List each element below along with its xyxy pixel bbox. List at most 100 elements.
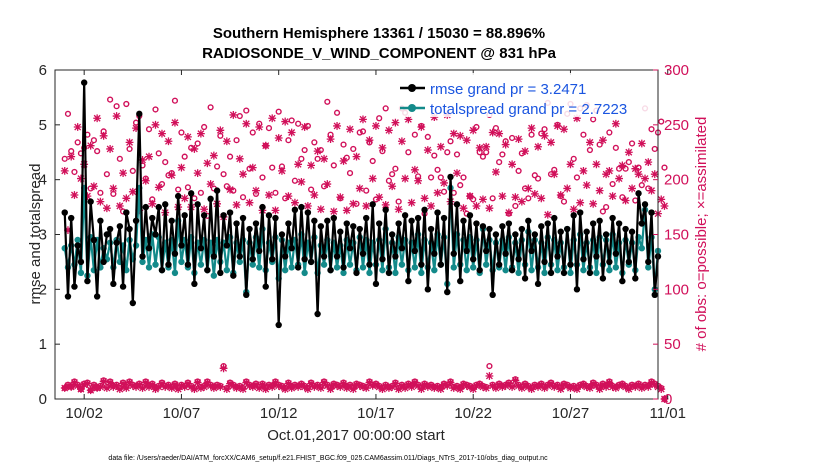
y-tick-label-right: 150	[664, 227, 689, 244]
rmse-point	[291, 206, 299, 214]
obs-assimilated-marker	[70, 378, 79, 387]
obs-assimilated-marker	[339, 379, 348, 388]
obs-assimilated-marker	[239, 170, 247, 179]
obs-assimilated-marker	[242, 378, 251, 387]
obs-possible-marker	[71, 168, 78, 176]
obs-possible-marker	[343, 154, 350, 161]
obs-assimilated-marker	[281, 385, 290, 394]
rmse-point	[395, 220, 402, 227]
totalspread-point	[197, 261, 205, 268]
obs-assimilated-marker	[265, 191, 273, 199]
obs-assimilated-marker	[628, 184, 636, 193]
rmse-point	[460, 217, 467, 224]
obs-assimilated-marker	[135, 380, 144, 389]
obs-assimilated-marker	[164, 381, 173, 390]
obs-assimilated-marker	[618, 161, 627, 170]
rmse-point	[243, 291, 250, 299]
obs-assimilated-marker	[602, 383, 611, 391]
obs-assimilated-marker	[524, 383, 533, 391]
obs-assimilated-marker	[462, 136, 471, 145]
obs-assimilated-marker	[553, 122, 562, 130]
obs-assimilated-marker	[106, 378, 115, 387]
rmse-point	[226, 209, 234, 216]
totalspread-point	[502, 266, 509, 274]
obs-assimilated-marker	[352, 152, 361, 161]
obs-assimilated-marker	[553, 381, 562, 390]
rmse-point	[570, 212, 577, 219]
obs-possible-marker	[113, 103, 120, 110]
obs-assimilated-marker	[316, 384, 325, 392]
obs-possible-marker	[184, 184, 192, 191]
totalspread-point	[249, 261, 256, 268]
obs-assimilated-marker	[200, 383, 209, 391]
obs-possible-marker	[214, 163, 221, 170]
rmse-point	[431, 250, 438, 257]
obs-possible-marker	[333, 109, 341, 116]
rmse-point	[281, 253, 289, 260]
totalspread-point	[392, 269, 399, 277]
obs-assimilated-marker	[605, 378, 614, 387]
obs-assimilated-marker	[446, 378, 455, 387]
obs-possible-marker	[275, 108, 282, 115]
rmse-point	[213, 187, 221, 194]
rmse-point	[612, 250, 620, 257]
rmse-point	[90, 236, 98, 244]
obs-assimilated-marker	[524, 184, 533, 193]
rmse-point	[259, 203, 266, 211]
obs-assimilated-marker	[216, 126, 225, 135]
obs-assimilated-marker	[647, 378, 656, 387]
obs-assimilated-marker	[80, 380, 89, 389]
rmse-point	[337, 228, 344, 235]
obs-assimilated-marker	[291, 198, 299, 207]
obs-assimilated-marker	[180, 194, 189, 203]
obs-possible-marker	[431, 152, 438, 159]
obs-possible-marker	[424, 133, 431, 141]
obs-assimilated-marker	[125, 378, 134, 387]
rmse-point	[97, 217, 104, 224]
obs-possible-marker	[126, 145, 133, 153]
rmse-point	[194, 201, 201, 208]
obs-assimilated-marker	[106, 145, 115, 153]
x-tick-label: 10/12	[260, 405, 298, 422]
rmse-point	[87, 198, 94, 205]
rmse-point	[648, 209, 655, 216]
totalspread-point	[418, 269, 425, 277]
obs-assimilated-marker	[417, 123, 426, 131]
obs-assimilated-marker	[99, 131, 108, 140]
obs-possible-marker	[265, 125, 273, 132]
obs-possible-marker	[392, 165, 399, 172]
obs-assimilated-marker	[469, 126, 478, 135]
obs-assimilated-marker	[177, 163, 186, 172]
obs-assimilated-marker	[550, 170, 559, 179]
totalspread-point	[567, 269, 574, 277]
obs-assimilated-marker	[488, 381, 497, 390]
rmse-point	[580, 255, 587, 263]
totalspread-point	[340, 269, 347, 277]
obs-assimilated-marker	[423, 146, 432, 154]
obs-assimilated-marker	[466, 383, 474, 391]
rmse-point	[288, 245, 295, 252]
x-tick-label: 11/01	[650, 405, 686, 422]
legend: rmse grand pr = 3.2471 totalspread grand…	[394, 73, 652, 118]
obs-assimilated-marker	[368, 381, 377, 390]
obs-assimilated-marker	[158, 379, 166, 388]
rmse-point	[123, 209, 130, 216]
totalspread-point	[77, 269, 85, 277]
obs-assimilated-marker	[605, 166, 614, 175]
obs-assimilated-marker	[333, 122, 341, 130]
totalspread-point	[320, 261, 328, 268]
rmse-point	[311, 217, 318, 224]
totalspread-point	[379, 266, 386, 274]
rmse-point	[252, 220, 260, 227]
obs-assimilated-marker	[213, 381, 221, 390]
rmse-point	[473, 220, 480, 227]
rmse-point	[64, 293, 72, 300]
obs-assimilated-marker	[226, 379, 234, 388]
rmse-point	[269, 255, 276, 263]
obs-assimilated-marker	[316, 205, 325, 214]
obs-assimilated-marker	[245, 198, 254, 207]
obs-assimilated-marker	[566, 160, 575, 169]
obs-assimilated-marker	[287, 128, 296, 137]
obs-assimilated-marker	[501, 381, 510, 390]
rmse-point	[100, 258, 107, 266]
